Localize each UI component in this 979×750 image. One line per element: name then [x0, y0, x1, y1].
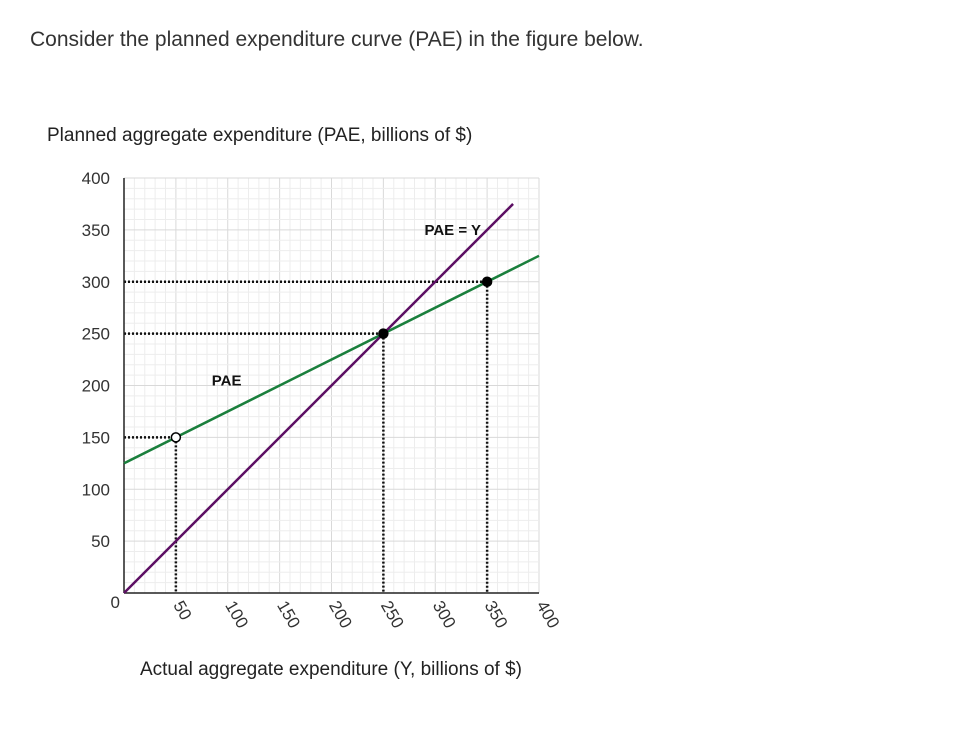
- pae-equals-y-line: [123, 203, 514, 594]
- series-lines: [123, 203, 540, 594]
- y-tick-label: 0: [111, 593, 120, 612]
- x-tick-label: 100: [221, 598, 252, 632]
- x-tick-label: 250: [377, 598, 408, 632]
- x-tick-label: 150: [273, 598, 304, 632]
- y-tick-label: 50: [91, 532, 110, 551]
- points: [170, 276, 493, 443]
- point-open: [170, 432, 182, 443]
- point-filled: [481, 276, 493, 287]
- series-annotation: PAE = Y: [424, 222, 481, 239]
- grid: [123, 177, 540, 594]
- y-tick-label: 400: [82, 169, 110, 188]
- y-tick-label: 150: [82, 428, 110, 447]
- dotted-guides: [124, 280, 489, 593]
- question-text: Consider the planned expenditure curve (…: [30, 28, 644, 51]
- x-tick-label: 200: [325, 598, 356, 632]
- axes: [123, 178, 539, 594]
- y-tick-label: 100: [82, 480, 110, 499]
- x-tick-label: 350: [481, 598, 512, 632]
- x-axis-label: Actual aggregate expenditure (Y, billion…: [140, 659, 522, 680]
- point-filled: [378, 328, 389, 339]
- x-tick-label: 400: [533, 598, 564, 632]
- y-tick-label: 350: [82, 221, 110, 240]
- y-tick-label: 300: [82, 273, 110, 292]
- annotations: PAE PAE = Y: [212, 222, 481, 389]
- x-tick-label: 50: [169, 598, 195, 624]
- x-tick-label: 300: [429, 598, 460, 632]
- y-axis-label: Planned aggregate expenditure (PAE, bill…: [47, 125, 472, 146]
- y-tick-label: 250: [82, 325, 110, 344]
- series-annotation: PAE: [212, 372, 242, 389]
- pae-line: [123, 254, 540, 465]
- y-tick-label: 200: [82, 377, 110, 396]
